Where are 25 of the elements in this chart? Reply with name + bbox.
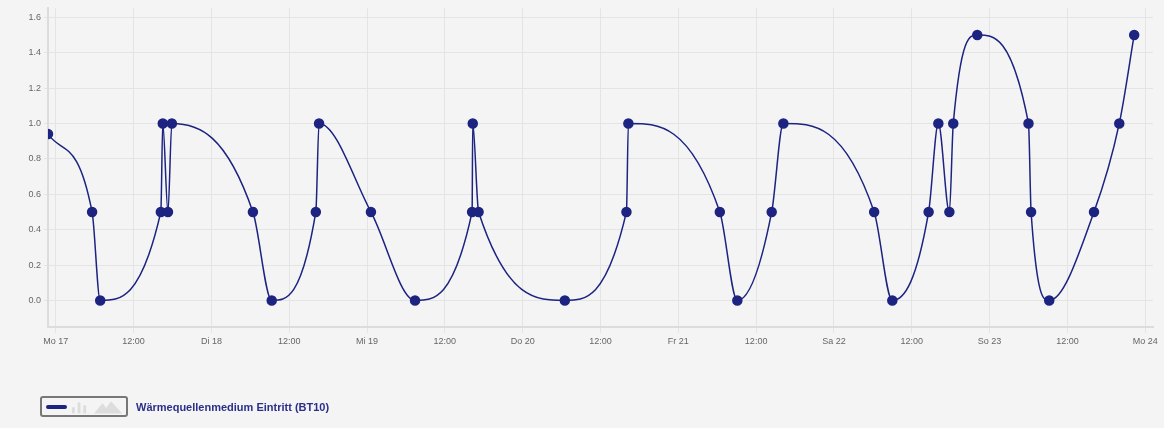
- x-tick-label: 12:00: [900, 335, 924, 346]
- y-tick-label: 0.8: [28, 153, 41, 164]
- x-tick-label: 12:00: [122, 335, 145, 346]
- x-tick-label: Di 18: [200, 335, 222, 346]
- x-tick-label: 12:00: [589, 335, 612, 346]
- x-tick-label: 12:00: [277, 335, 301, 346]
- y-tick-label: 0.6: [28, 188, 41, 199]
- y-tick-label: 1.2: [28, 82, 41, 93]
- x-tick-label: 12:00: [1056, 335, 1079, 346]
- y-tick-label: 1.6: [28, 11, 41, 22]
- x-tick-label: Mo 17: [43, 335, 69, 346]
- x-tick-label: Mo 24: [1132, 335, 1158, 346]
- y-tick-label: 1.4: [28, 47, 41, 58]
- x-tick-label: Mi 19: [356, 335, 379, 346]
- text: Wärmequellenmedium Eintritt (BT10): [136, 400, 330, 413]
- y-tick-label: 0.0: [28, 294, 41, 305]
- x-tick-label: 12:00: [744, 335, 768, 346]
- x-tick-label: Do 20: [510, 335, 535, 346]
- y-tick-label: 0.2: [28, 259, 41, 270]
- x-tick-label: Fr 21: [667, 335, 689, 346]
- x-tick-label: Sa 22: [822, 335, 846, 346]
- x-tick-label: So 23: [977, 335, 1002, 346]
- y-tick-label: 1.0: [28, 117, 41, 128]
- y-tick-label: 0.4: [28, 224, 41, 235]
- x-tick-label: 12:00: [433, 335, 457, 346]
